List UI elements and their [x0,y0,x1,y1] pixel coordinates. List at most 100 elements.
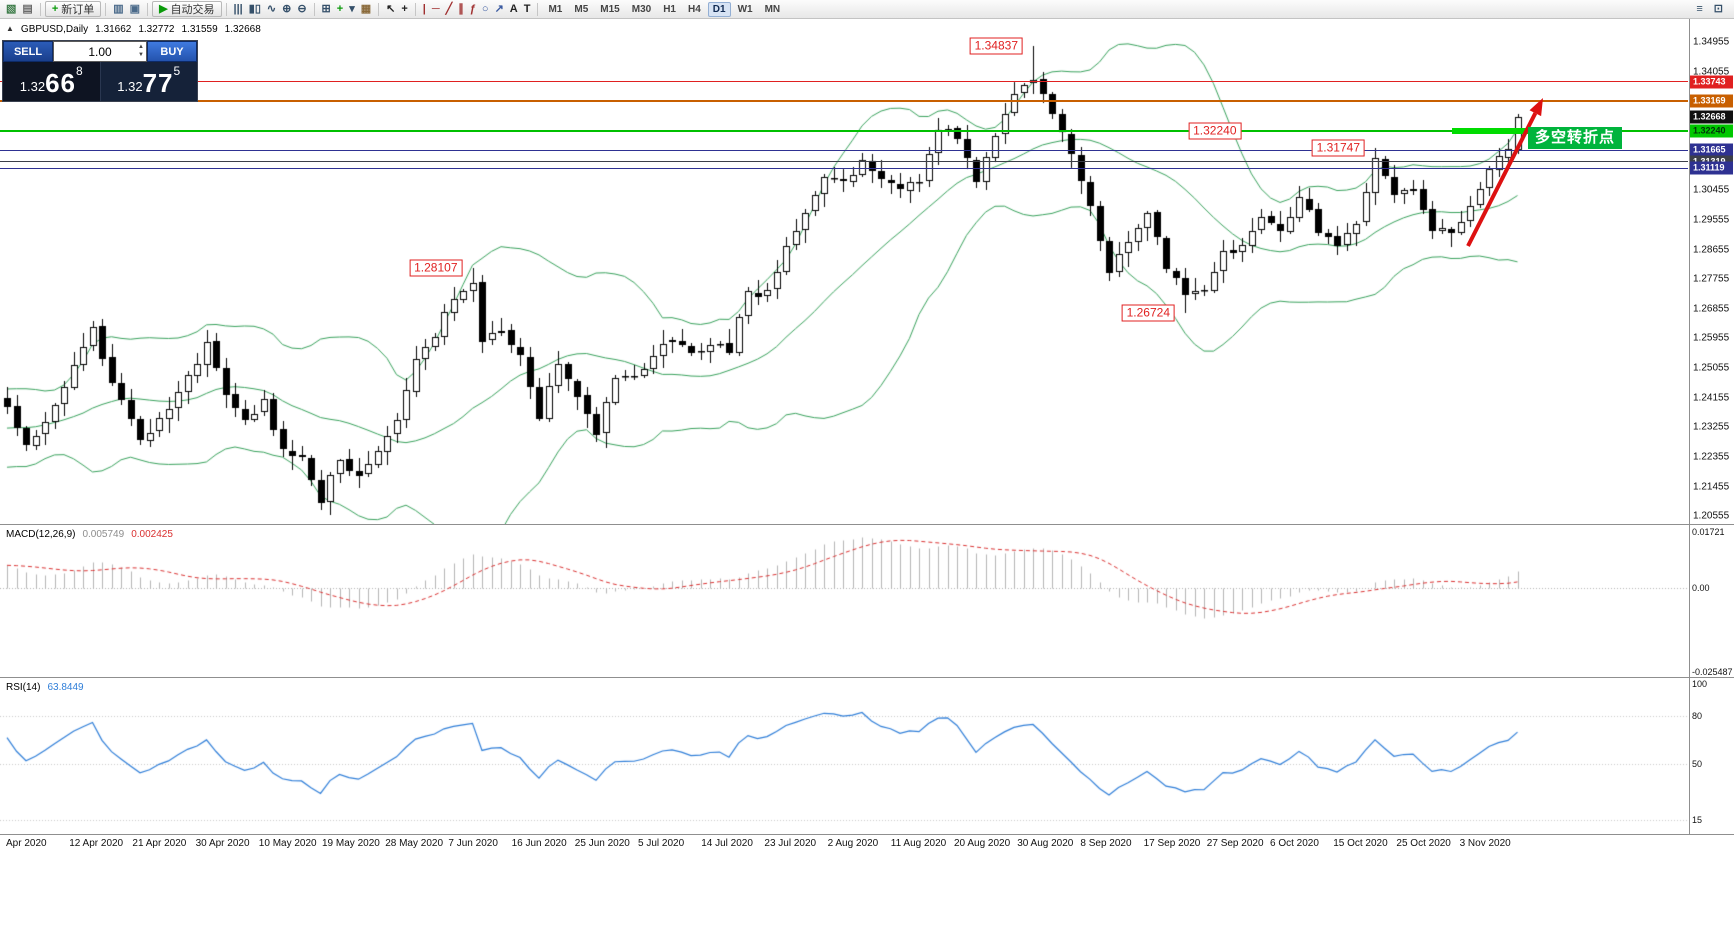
popup-prices-tool[interactable]: ≡ [1693,1,1705,17]
timeframe-button-h4[interactable]: H4 [683,2,706,17]
text-label-icon: T [523,2,531,15]
symbol-period-label: GBPUSD,Daily [20,24,89,35]
autotrade-button[interactable]: ▶ 自动交易 [152,1,222,17]
text-label-tool[interactable]: T [521,1,534,17]
price-tick: 1.25055 [1693,362,1730,374]
date-label: 25 Jun 2020 [574,838,630,849]
price-tick: 1.32255 [1693,125,1730,137]
text-tool[interactable]: A [507,1,521,17]
rsi-panel-canvas[interactable] [0,678,1688,834]
price-tick: 1.29555 [1693,214,1730,226]
price-scale-divider [1689,19,1690,835]
sell-button[interactable]: SELL [3,41,53,62]
bar-chart-icon: ||| [233,2,243,15]
line-chart-tool[interactable]: ∿ [264,1,279,17]
indicators-tool[interactable]: + [334,1,346,17]
date-label: 8 Sep 2020 [1080,838,1132,849]
cursor-tool[interactable]: ↖ [383,1,398,17]
date-label: 7 Jun 2020 [448,838,498,849]
rsi-scale-label: 100 [1692,679,1708,689]
timeframe-button-h1[interactable]: H1 [658,2,681,17]
date-label: 19 May 2020 [322,838,380,849]
panel-divider[interactable] [0,677,1734,678]
new-order-button[interactable]: + 新订单 [44,1,102,17]
arrows-tool[interactable]: ↗ [492,1,507,17]
date-label: 17 Sep 2020 [1143,838,1201,849]
fibonacci-icon: ƒ [469,2,476,15]
sell-price[interactable]: 1.32 66 8 [3,62,100,101]
date-label: 28 May 2020 [385,838,444,849]
market-watch-tool[interactable]: ▥ [110,1,126,17]
candlestick-chart-tool[interactable]: ▮▯ [246,1,264,17]
timeframe-button-d1[interactable]: D1 [707,1,731,17]
macd-value: 0.005749 [82,529,125,540]
price-tick: 1.22355 [1693,451,1730,463]
timeframe-button-m15[interactable]: M15 [595,2,624,17]
rsi-indicator-label: RSI(14) 63.8449 [6,682,84,693]
timeframe-button-w1[interactable]: W1 [733,2,758,17]
vertical-line-icon: | [422,2,426,15]
channel-icon: ∥ [458,2,464,15]
crosshair-tool[interactable]: + [398,1,410,17]
macd-scale-label: -0.025487 [1692,667,1733,677]
price-tick: 1.34055 [1693,66,1730,78]
timeframe-button-m5[interactable]: M5 [569,2,593,17]
fullscreen-tool[interactable]: ⊡ [1711,1,1726,17]
new-chart-tool[interactable]: ▧ [3,1,19,17]
sell-price-pips: 66 [45,68,77,98]
timeframe-button-m1[interactable]: M1 [543,2,567,17]
rsi-scale-label: 15 [1692,815,1703,825]
stepper-down-icon[interactable]: ▼ [138,52,144,58]
buy-price[interactable]: 1.32 77 5 [99,62,197,101]
macd-panel-canvas[interactable] [0,525,1688,677]
data-window-tool[interactable]: ▣ [127,1,143,17]
periods-tool[interactable]: ▾ [346,1,358,17]
date-label: 21 Apr 2020 [132,838,187,849]
price-tick: 1.23255 [1693,421,1730,433]
date-label: 14 Jul 2020 [701,838,753,849]
date-label: 2 Aug 2020 [827,838,879,849]
volume-input[interactable]: 1.00 ▲ ▼ [53,41,147,62]
timeframe-button-m30[interactable]: M30 [627,2,656,17]
horizontal-line-icon: ─ [431,2,440,15]
trendline-icon: ╱ [445,2,453,15]
trendline-tool[interactable]: ╱ [443,1,456,17]
price-tag: 1.31665 [1690,143,1733,157]
sell-price-big-figure: 1.32 [19,79,46,94]
collapse-icon[interactable]: ▲ [6,24,14,33]
timeframe-button-mn[interactable]: MN [760,2,786,17]
vertical-line-tool[interactable]: | [420,1,429,17]
date-label: 10 May 2020 [258,838,317,849]
buy-button[interactable]: BUY [147,41,197,62]
buy-price-point: 5 [173,64,181,78]
tile-windows-tool[interactable]: ⊞ [319,1,334,17]
price-tag: 1.33169 [1690,94,1733,108]
turning-point-label[interactable]: 多空转折点 [1528,127,1623,149]
channel-tool[interactable]: ∥ [455,1,467,17]
price-tick: 1.33155 [1693,95,1730,107]
volume-stepper[interactable]: ▲ ▼ [138,43,144,59]
line-chart-icon: ∿ [266,2,277,15]
date-label: 30 Apr 2020 [195,838,250,849]
main-toolbar: ▧ ▤ + 新订单 ▥ ▣ ▶ 自动交易 ||| ▮▯ ∿ ⊕ ⊖ ⊞ + ▾ ▦ ↖ + | ─ ╱ ∥ ƒ ○ ↗ A T M1 M5… [0,0,1734,19]
templates-tool[interactable]: ▦ [358,1,374,17]
bar-chart-tool[interactable]: ||| [231,1,246,17]
crosshair-icon: + [401,2,408,15]
price-tick: 1.26855 [1693,303,1730,315]
zoom-in-tool[interactable]: ⊕ [279,1,294,17]
price-tag: 1.31119 [1690,161,1733,175]
shapes-tool[interactable]: ○ [479,1,492,17]
horizontal-line-tool[interactable]: ─ [429,1,443,17]
panel-divider [0,834,1734,835]
price-tick: 1.34955 [1693,36,1730,48]
zoom-out-tool[interactable]: ⊖ [294,1,309,17]
fibonacci-tool[interactable]: ƒ [467,1,479,17]
price-chart-canvas[interactable] [0,19,1688,524]
buy-price-big-figure: 1.32 [117,79,143,94]
profiles-tool[interactable]: ▤ [19,1,35,17]
stepper-up-icon[interactable]: ▲ [138,44,144,50]
tile-windows-icon: ⊞ [321,2,331,15]
panel-divider[interactable] [0,524,1734,525]
toolbar-separator [225,2,227,16]
